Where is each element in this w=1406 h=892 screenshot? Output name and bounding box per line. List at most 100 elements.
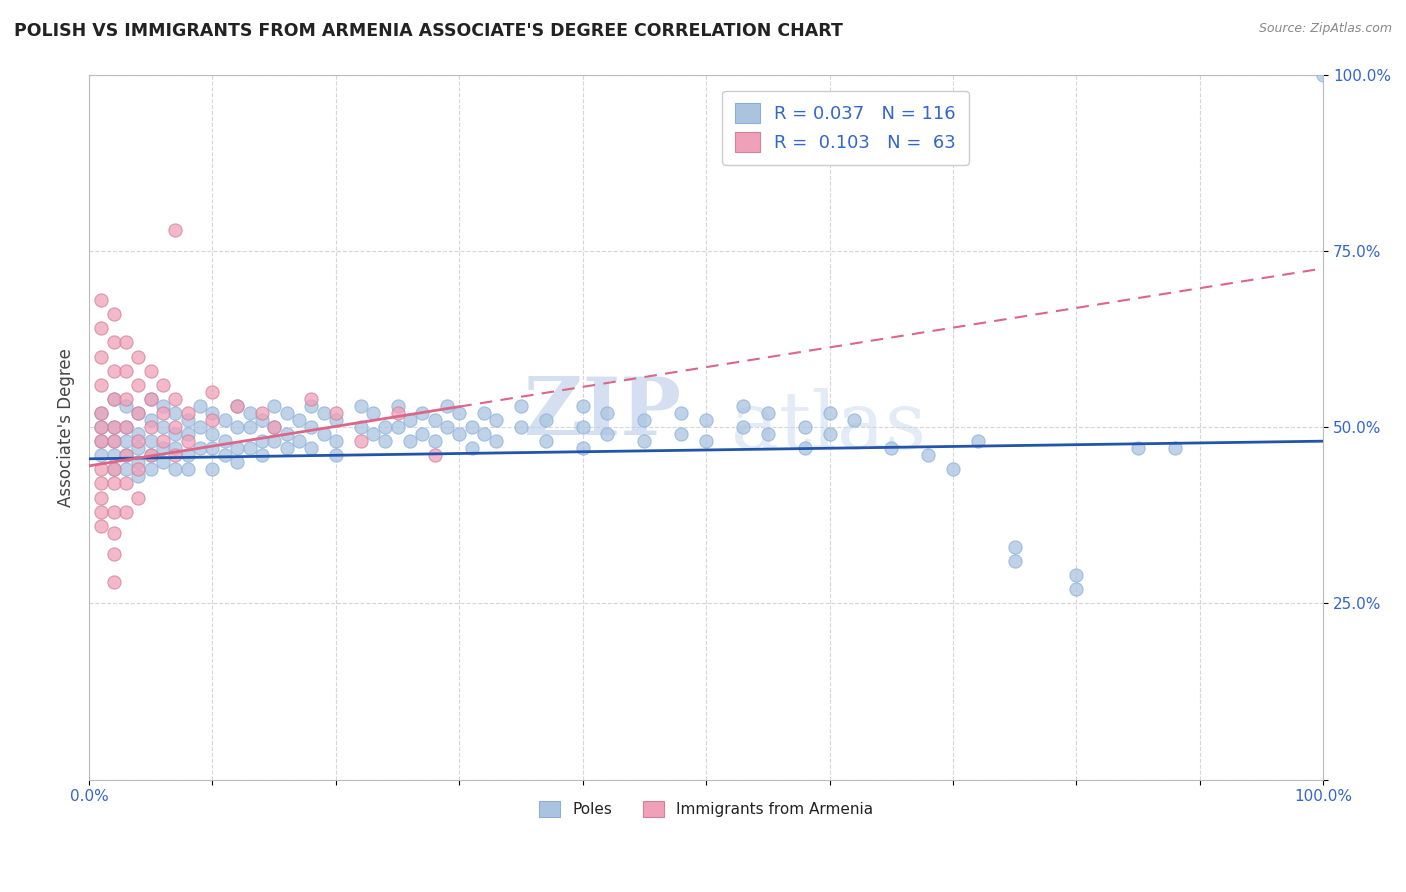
Point [115,505,138,519]
Point [1164,441,1187,455]
Point [472,427,495,442]
Point [115,448,138,462]
Point [165,448,187,462]
Point [90,321,112,335]
Point [263,420,285,434]
Point [1004,554,1026,568]
Point [263,434,285,449]
Point [201,384,224,399]
Point [671,406,693,420]
Point [596,406,619,420]
Point [299,399,322,413]
Point [127,427,149,442]
Point [793,441,815,455]
Point [139,448,162,462]
Point [152,455,174,469]
Point [139,420,162,434]
Point [263,420,285,434]
Point [152,399,174,413]
Point [127,377,149,392]
Point [288,434,311,449]
Point [374,434,396,449]
Point [436,420,458,434]
Point [139,364,162,378]
Point [214,448,236,462]
Point [115,399,138,413]
Point [276,441,298,455]
Point [325,448,347,462]
Point [103,307,125,321]
Point [510,420,533,434]
Point [127,462,149,476]
Point [756,406,779,420]
Point [201,427,224,442]
Point [238,420,260,434]
Point [671,427,693,442]
Point [633,434,655,449]
Point [139,392,162,406]
Point [1312,68,1334,82]
Point [90,420,112,434]
Point [1004,540,1026,554]
Point [250,406,273,420]
Point [115,420,138,434]
Point [485,434,508,449]
Point [325,434,347,449]
Point [115,476,138,491]
Point [90,377,112,392]
Point [214,434,236,449]
Point [177,406,200,420]
Point [361,406,384,420]
Point [103,392,125,406]
Point [103,335,125,350]
Point [103,434,125,449]
Point [917,448,939,462]
Point [596,427,619,442]
Point [115,392,138,406]
Point [449,427,471,442]
Point [127,434,149,449]
Point [818,406,841,420]
Point [485,413,508,427]
Point [177,462,200,476]
Point [90,406,112,420]
Point [90,434,112,449]
Point [966,434,988,449]
Point [127,406,149,420]
Point [399,413,422,427]
Point [312,406,335,420]
Text: ZIP: ZIP [524,374,682,452]
Point [250,434,273,449]
Point [423,434,446,449]
Point [238,406,260,420]
Point [299,420,322,434]
Point [90,505,112,519]
Point [214,413,236,427]
Point [387,406,409,420]
Point [844,413,866,427]
Point [115,335,138,350]
Point [90,406,112,420]
Point [250,448,273,462]
Point [695,413,717,427]
Text: Source: ZipAtlas.com: Source: ZipAtlas.com [1258,22,1392,36]
Point [103,505,125,519]
Point [139,413,162,427]
Point [423,448,446,462]
Point [139,392,162,406]
Point [103,392,125,406]
Point [276,406,298,420]
Point [793,420,815,434]
Point [460,441,482,455]
Point [374,420,396,434]
Point [349,420,371,434]
Point [165,392,187,406]
Point [103,462,125,476]
Point [399,434,422,449]
Point [276,427,298,442]
Point [165,427,187,442]
Point [361,427,384,442]
Point [312,427,335,442]
Point [633,413,655,427]
Point [325,406,347,420]
